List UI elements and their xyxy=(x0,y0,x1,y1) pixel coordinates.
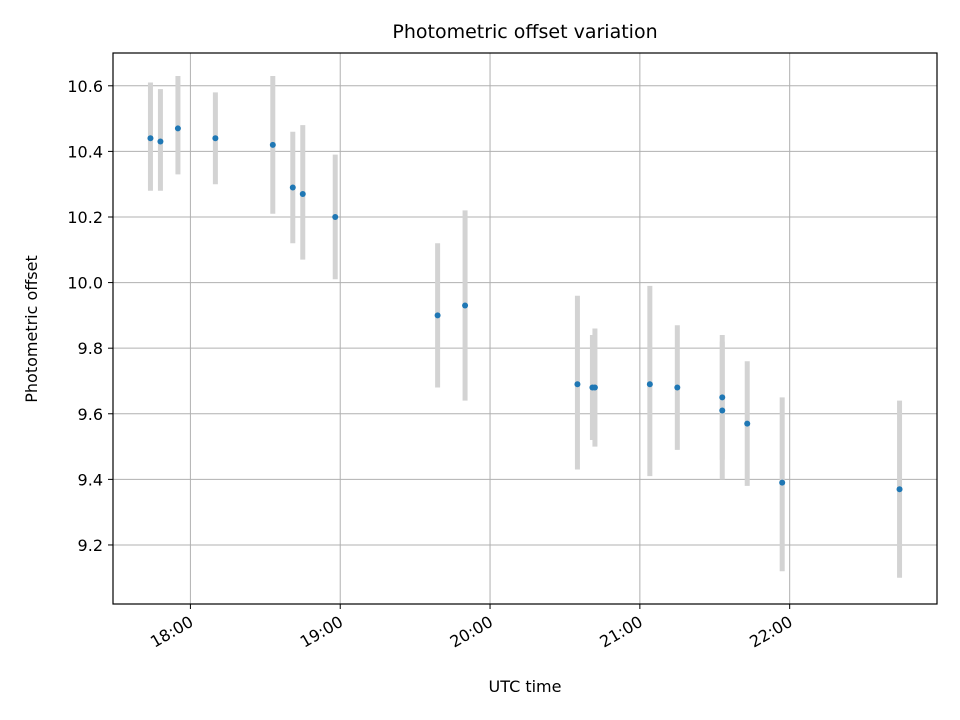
data-point xyxy=(174,125,181,132)
data-point xyxy=(462,302,469,309)
data-point xyxy=(674,384,681,391)
y-tick-label: 10.4 xyxy=(67,142,103,161)
data-point xyxy=(212,135,219,142)
data-point xyxy=(896,486,903,493)
y-axis-title: Photometric offset xyxy=(22,255,41,403)
data-point xyxy=(744,420,751,427)
grid xyxy=(113,53,937,604)
y-tick-label: 9.6 xyxy=(78,405,103,424)
data-point xyxy=(574,381,581,388)
y-tick-label: 10.0 xyxy=(67,274,103,293)
chart-title: Photometric offset variation xyxy=(392,21,657,43)
data-point xyxy=(269,141,276,148)
x-axis-title: UTC time xyxy=(489,677,562,696)
y-tick-label: 9.2 xyxy=(78,536,103,555)
data-point xyxy=(147,135,154,142)
data-point xyxy=(157,138,164,145)
y-tick-label: 9.8 xyxy=(78,339,103,358)
data-point xyxy=(646,381,653,388)
y-tick-label: 9.4 xyxy=(78,470,103,489)
data-points xyxy=(147,125,903,493)
data-point xyxy=(591,384,598,391)
y-axis-ticks: 9.2 9.4 9.6 9.8 10.0 10.2 10.4 10.6 xyxy=(67,77,113,555)
data-point xyxy=(299,191,306,198)
data-point xyxy=(719,394,726,401)
data-point xyxy=(719,407,726,414)
data-point xyxy=(289,184,296,191)
plot-frame xyxy=(112,52,938,605)
y-tick-label: 10.2 xyxy=(67,208,103,227)
y-tick-label: 10.6 xyxy=(67,77,103,96)
data-point xyxy=(332,213,339,220)
data-point xyxy=(434,312,441,319)
data-point xyxy=(779,479,786,486)
